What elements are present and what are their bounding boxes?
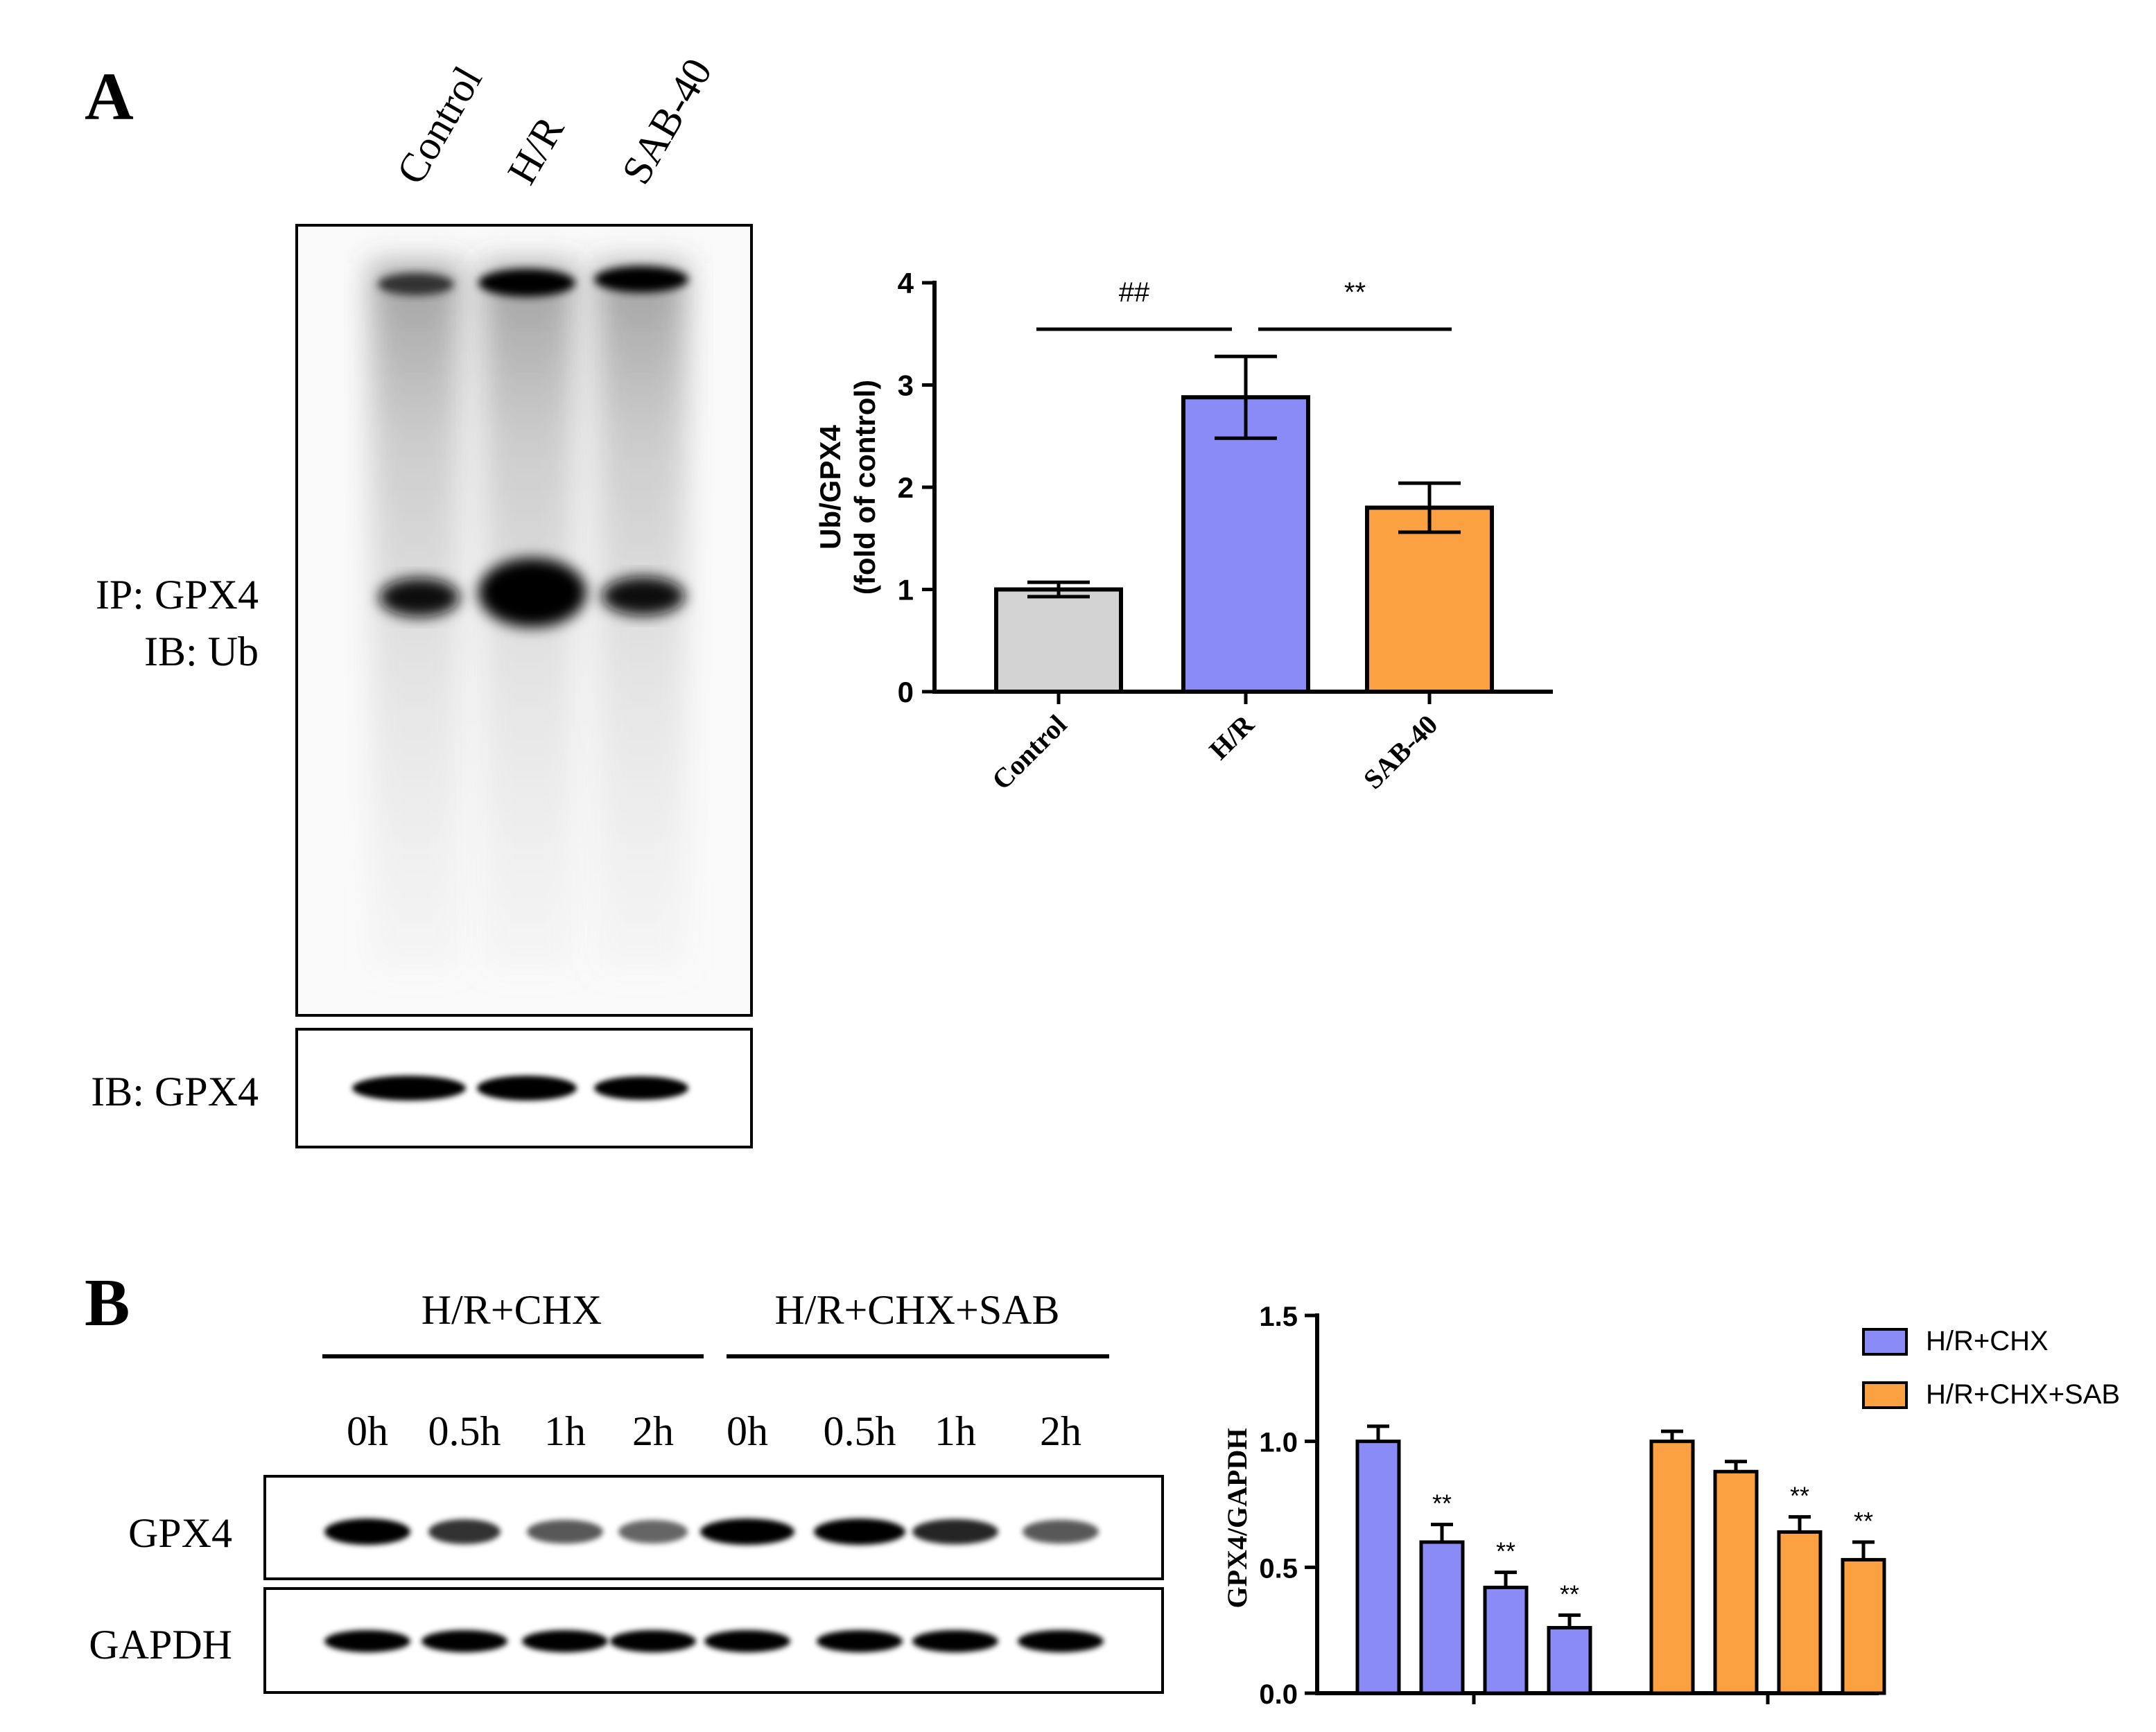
gpx4-ip-band-1 [352, 1076, 466, 1101]
gapdh-blot [263, 1587, 1164, 1694]
chart2-bar [1841, 1557, 1886, 1695]
chart2-significance-mark: ** [1854, 1507, 1873, 1535]
chart1-significance-mark: ## [1119, 277, 1150, 308]
legend-swatch-hr-chx-sab [1862, 1381, 1908, 1409]
gpx4-ip-band-3 [594, 1076, 688, 1100]
ub-blot-smear-lane-1 [371, 263, 461, 970]
gapdh-band [912, 1630, 998, 1652]
chart1-xtick-label: SAB-40 [1357, 709, 1444, 796]
time-label: 0h [347, 1408, 388, 1454]
gpx4-ip-band-2 [477, 1076, 577, 1101]
gpx4-blot [263, 1475, 1164, 1580]
chart1-ytick-label: 1 [898, 574, 914, 606]
gpx4-band [814, 1519, 905, 1545]
chart1-ytick-label: 4 [898, 267, 914, 299]
chart1-ylabel: Ub/GPX4(fold of control) [814, 380, 881, 595]
time-labels: 0h 0.5h 1h 2h 0h 0.5h 1h 2h [347, 1408, 1081, 1454]
gapdh-band [1018, 1630, 1104, 1652]
time-label: 1h [934, 1408, 976, 1454]
ub-blot-main-band-1 [379, 578, 460, 617]
gpx4-band [1023, 1519, 1099, 1544]
lane-label-sab40: SAB-40 [613, 51, 721, 191]
chart2-significance-mark: ** [1432, 1489, 1452, 1518]
time-label: 0.5h [428, 1408, 501, 1454]
time-label: 1h [544, 1408, 586, 1454]
gapdh-band [421, 1630, 507, 1652]
group-label-hr-chx-sab: H/R+CHX+SAB [774, 1287, 1059, 1333]
chart-ub-gpx4: 0 1 2 3 4 Ub/GPX4(fold of control) Control H/R S… [814, 267, 1553, 796]
chart2-ytick-label: 0.0 [1259, 1679, 1298, 1710]
chart2-ytick-label: 0.5 [1259, 1553, 1298, 1584]
lane-label-hr: H/R [498, 109, 573, 192]
chart1-bar [994, 587, 1123, 694]
blot-label-ib-gpx4: IB: GPX4 [91, 1069, 259, 1114]
gapdh-band [522, 1630, 608, 1652]
gapdh-band [610, 1630, 696, 1652]
chart2-ylabel: GPX4/GAPDH [1222, 1428, 1253, 1609]
chart2-bar [1419, 1540, 1465, 1695]
time-label: 2h [632, 1408, 674, 1454]
chart2-bar [1547, 1626, 1592, 1695]
row-label-gpx4: GPX4 [128, 1510, 232, 1556]
chart2-bar [1777, 1530, 1823, 1695]
chart1-ytick-label: 2 [898, 471, 914, 504]
chart2-ytick-label: 1.5 [1259, 1302, 1298, 1332]
gpx4-band [428, 1519, 501, 1544]
gapdh-band [324, 1630, 410, 1652]
gpx4-band [618, 1520, 688, 1543]
ub-blot-main-band-2 [478, 558, 586, 627]
chart1-xtick-label: Control [986, 709, 1073, 796]
blot-label-ib-ub: IB: Ub [144, 629, 259, 674]
lane-label-control: Control [388, 59, 491, 192]
ub-blot-top-band-3 [594, 266, 688, 292]
blot-label-ip-gpx4: IP: GPX4 [96, 572, 259, 618]
gpx4-band [324, 1519, 410, 1545]
time-label: 0.5h [824, 1408, 896, 1454]
chart2-bar [1355, 1440, 1401, 1695]
chart1-significance-mark: ** [1344, 277, 1366, 308]
time-label: 2h [1040, 1408, 1081, 1454]
panel-a-letter: A [85, 60, 134, 134]
gapdh-band [704, 1630, 790, 1652]
gpx4-ip-blot [295, 1028, 753, 1148]
time-label: 0h [727, 1408, 768, 1454]
chart-gpx4-gapdh: 0.0 0.5 1.0 1.5 GPX4/GAPDH ** ** ** ** ** [1222, 1302, 1886, 1710]
legend-swatch-hr-chx [1862, 1328, 1908, 1356]
row-label-gapdh: GAPDH [89, 1622, 232, 1668]
ub-blot-smear-lane-3 [596, 263, 686, 970]
chart2-bar [1483, 1585, 1529, 1695]
chart2-significance-mark: ** [1496, 1537, 1515, 1566]
ub-blot-top-band-2 [478, 269, 575, 297]
gpx4-band [527, 1519, 603, 1544]
gpx4-band [700, 1519, 794, 1545]
chart2-bar [1713, 1469, 1759, 1695]
panel-b-letter: B [85, 1266, 130, 1340]
ub-blot-top-band-1 [378, 273, 454, 295]
chart2-ytick-label: 1.0 [1259, 1428, 1298, 1458]
chart1-ytick-label: 0 [898, 676, 914, 708]
ub-blot-main-band-3 [602, 577, 685, 615]
chart1-bar [1181, 395, 1310, 694]
group-label-hr-chx: H/R+CHX [421, 1287, 602, 1333]
chart1-ytick-label: 3 [898, 369, 914, 402]
ub-blot [295, 224, 753, 1017]
legend-label-hr-chx-sab: H/R+CHX+SAB [1926, 1379, 2120, 1410]
chart2-significance-mark: ** [1560, 1580, 1579, 1608]
gapdh-band [817, 1630, 903, 1652]
chart1-bar [1365, 505, 1494, 694]
chart1-xtick-label: H/R [1203, 708, 1260, 766]
gpx4-band [912, 1519, 998, 1545]
chart2-legend: H/R+CHX H/R+CHX+SAB [1862, 1326, 2120, 1410]
chart2-significance-mark: ** [1790, 1482, 1809, 1510]
chart2-bar [1649, 1440, 1695, 1695]
legend-label-hr-chx: H/R+CHX [1926, 1326, 2049, 1356]
